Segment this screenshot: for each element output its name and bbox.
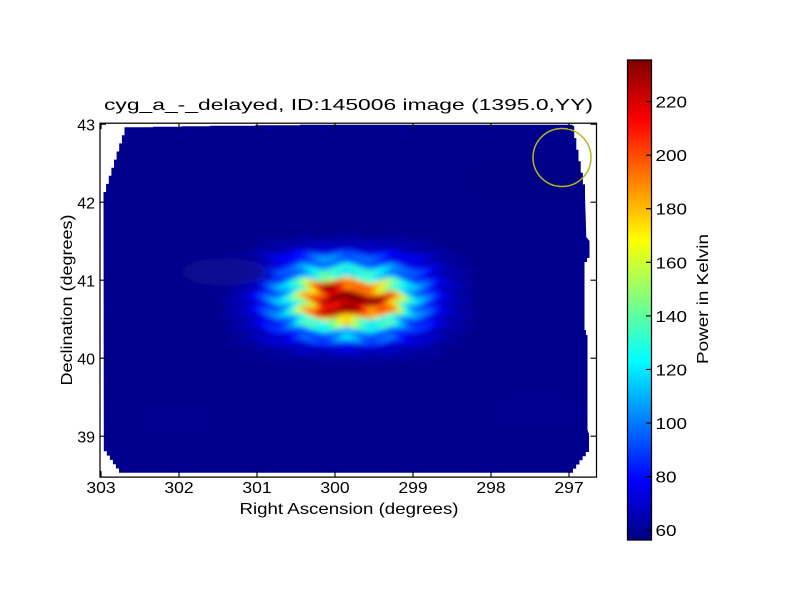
svg-text:298: 298 bbox=[476, 480, 505, 497]
svg-text:60: 60 bbox=[656, 523, 677, 540]
svg-text:41: 41 bbox=[77, 274, 95, 291]
svg-text:Right Ascension (degrees): Right Ascension (degrees) bbox=[240, 501, 459, 518]
svg-text:40: 40 bbox=[77, 352, 95, 369]
svg-text:120: 120 bbox=[656, 362, 688, 379]
svg-text:300: 300 bbox=[320, 480, 349, 497]
svg-text:140: 140 bbox=[656, 309, 688, 326]
svg-text:303: 303 bbox=[86, 480, 115, 497]
svg-text:297: 297 bbox=[554, 480, 583, 497]
svg-text:220: 220 bbox=[656, 95, 688, 112]
svg-text:Declination (degrees): Declination (degrees) bbox=[59, 215, 76, 386]
svg-text:180: 180 bbox=[656, 202, 688, 219]
svg-text:Power in Kelvin: Power in Kelvin bbox=[695, 234, 712, 364]
svg-text:80: 80 bbox=[656, 470, 677, 487]
svg-text:39: 39 bbox=[77, 430, 95, 447]
svg-text:200: 200 bbox=[656, 148, 688, 165]
svg-text:302: 302 bbox=[164, 480, 193, 497]
svg-text:301: 301 bbox=[242, 480, 271, 497]
svg-text:160: 160 bbox=[656, 255, 688, 272]
svg-text:43: 43 bbox=[77, 118, 95, 135]
svg-text:cyg_a_-_delayed, ID:145006 ima: cyg_a_-_delayed, ID:145006 image (1395.0… bbox=[104, 97, 593, 114]
svg-text:42: 42 bbox=[77, 196, 95, 213]
svg-text:100: 100 bbox=[656, 416, 688, 433]
svg-text:299: 299 bbox=[398, 480, 427, 497]
